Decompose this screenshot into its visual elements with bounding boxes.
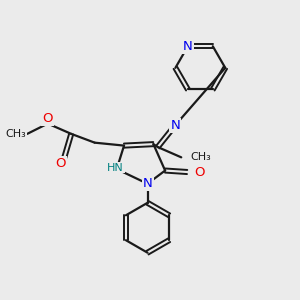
Text: N: N: [143, 177, 153, 190]
Text: CH₃: CH₃: [190, 152, 211, 162]
Text: N: N: [183, 40, 193, 53]
Text: O: O: [43, 112, 53, 125]
Text: O: O: [56, 157, 66, 170]
Text: HN: HN: [107, 163, 124, 172]
Text: N: N: [170, 118, 180, 132]
Text: O: O: [194, 166, 205, 178]
Text: CH₃: CH₃: [5, 129, 26, 139]
